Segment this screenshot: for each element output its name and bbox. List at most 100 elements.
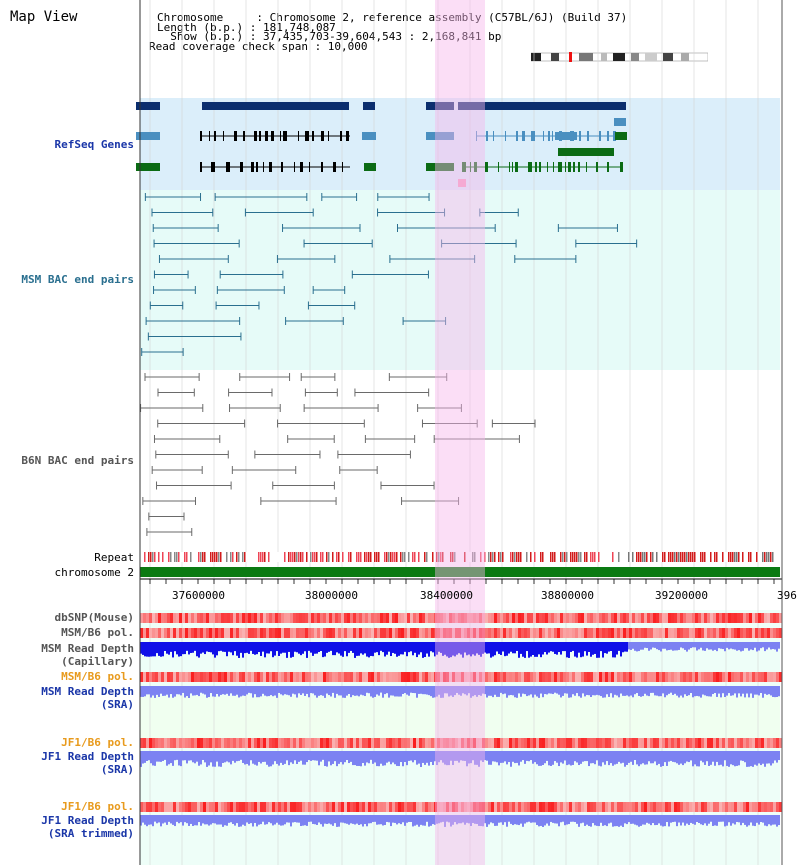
depth-bar: [762, 815, 764, 823]
heat-cell: [305, 738, 308, 748]
heat-cell: [272, 672, 275, 682]
depth-bar: [766, 751, 768, 764]
depth-bar: [718, 751, 720, 766]
depth-bar: [216, 686, 218, 694]
heat-cell: [686, 802, 689, 812]
repeat-element: [262, 552, 264, 562]
heat-cell: [566, 628, 569, 638]
depth-bar: [410, 751, 412, 761]
depth-bar: [734, 815, 736, 825]
track-label-msm-b6-pol-sra[interactable]: MSM/B6 pol.: [61, 670, 134, 683]
depth-bar: [616, 751, 618, 764]
heat-cell: [422, 802, 425, 812]
depth-bar: [332, 642, 334, 656]
depth-bar: [774, 815, 776, 825]
track-label-msm-depth-sra[interactable]: MSM Read Depth: [41, 685, 134, 698]
depth-bar: [700, 815, 702, 825]
heat-cell: [167, 738, 170, 748]
track-label-b6n-bac[interactable]: B6N BAC end pairs: [21, 454, 134, 467]
depth-bar: [280, 686, 282, 695]
heat-cell: [428, 738, 431, 748]
track-label-jf1-b6-pol[interactable]: JF1/B6 pol.: [61, 736, 134, 749]
heat-cell: [776, 672, 779, 682]
heat-cell: [707, 628, 710, 638]
depth-bar: [148, 815, 150, 825]
heat-cell: [629, 738, 632, 748]
heat-cell: [617, 802, 620, 812]
depth-bar: [382, 642, 384, 653]
track-label-jf1-b6-pol-trimmed[interactable]: JF1/B6 pol.: [61, 800, 134, 813]
heat-cell: [665, 628, 668, 638]
depth-bar: [374, 686, 376, 697]
heat-cell: [563, 738, 566, 748]
heat-cell: [140, 802, 143, 812]
heat-cell: [548, 802, 551, 812]
gene-block: [558, 148, 614, 156]
track-label-jf1-depth-trimmed[interactable]: JF1 Read Depth: [41, 814, 134, 827]
depth-bar: [324, 751, 326, 767]
depth-bar: [150, 686, 152, 698]
heat-cell: [275, 738, 278, 748]
heat-cell: [152, 738, 155, 748]
depth-bar: [436, 642, 438, 655]
depth-bar: [646, 686, 648, 696]
repeat-element: [628, 552, 630, 562]
depth-bar: [408, 686, 410, 696]
heat-cell: [530, 672, 533, 682]
heat-cell: [437, 738, 440, 748]
heat-cell: [332, 738, 335, 748]
heat-cell: [233, 628, 236, 638]
heat-cell: [251, 628, 254, 638]
repeat-element: [414, 552, 416, 562]
depth-bar: [578, 642, 580, 653]
heat-cell: [218, 802, 221, 812]
depth-bar: [140, 642, 142, 654]
heat-cell: [743, 738, 746, 748]
depth-bar: [640, 686, 642, 697]
track-label-msm-b6-pol[interactable]: MSM/B6 pol.: [61, 626, 134, 639]
depth-bar: [544, 686, 546, 695]
depth-bar: [438, 751, 440, 763]
heat-cell: [296, 613, 299, 623]
depth-bar: [538, 642, 540, 655]
page-title: Map View: [10, 9, 78, 25]
heat-cell: [140, 672, 143, 682]
depth-bar: [172, 686, 174, 698]
depth-bar: [498, 686, 500, 697]
heat-cell: [773, 738, 776, 748]
depth-bar: [310, 751, 312, 761]
depth-bar: [288, 751, 290, 766]
depth-bar: [662, 815, 664, 827]
track-label-dbsnp[interactable]: dbSNP(Mouse): [54, 611, 134, 624]
heat-cell: [653, 738, 656, 748]
depth-bar: [578, 815, 580, 827]
track-label-msm-bac[interactable]: MSM BAC end pairs: [21, 273, 134, 286]
gene-exon: [312, 131, 314, 141]
depth-bar: [464, 642, 466, 653]
heat-cell: [326, 628, 329, 638]
depth-bar: [476, 815, 478, 824]
track-label-refseq[interactable]: RefSeq Genes: [54, 138, 134, 151]
heat-cell: [575, 628, 578, 638]
heat-cell: [314, 738, 317, 748]
depth-bar: [728, 751, 730, 767]
depth-bar: [584, 642, 586, 652]
heat-cell: [311, 613, 314, 623]
depth-bar: [632, 751, 634, 765]
heat-cell: [353, 672, 356, 682]
depth-bar: [160, 686, 162, 694]
heat-cell: [650, 628, 653, 638]
heat-cell: [632, 802, 635, 812]
heat-cell: [407, 738, 410, 748]
depth-bar: [562, 686, 564, 696]
depth-bar: [260, 751, 262, 764]
track-label-msm-depth-capillary[interactable]: MSM Read Depth: [41, 642, 134, 655]
track-label-jf1-depth-sra[interactable]: JF1 Read Depth: [41, 750, 134, 763]
depth-bar: [220, 751, 222, 767]
depth-bar: [712, 815, 714, 826]
chromosome-ideogram[interactable]: [531, 52, 708, 62]
depth-bar: [640, 642, 642, 650]
heat-cell: [773, 613, 776, 623]
heat-cell: [683, 738, 686, 748]
